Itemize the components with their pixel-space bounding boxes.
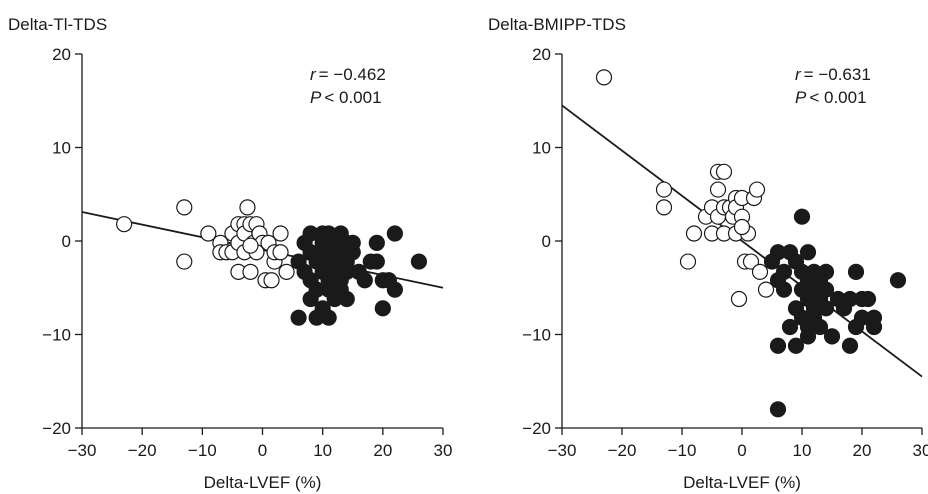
data-point-filled <box>769 337 787 354</box>
data-point-open <box>679 253 697 270</box>
p-value-stat: P < 0.001 <box>310 88 382 107</box>
data-point-open <box>655 181 673 198</box>
data-point-open <box>655 199 673 216</box>
data-point-open <box>748 181 766 198</box>
data-point-filled <box>781 318 799 336</box>
data-point-filled <box>811 318 829 336</box>
data-point-filled <box>386 225 403 242</box>
p-value: < 0.001 <box>809 88 866 107</box>
data-point-filled <box>799 244 817 261</box>
data-point-open <box>730 290 748 308</box>
data-point-filled <box>823 328 841 345</box>
data-point-filled <box>817 281 835 298</box>
y-tick-label: −10 <box>522 326 551 345</box>
x-tick-label: 0 <box>258 441 267 460</box>
y-tick-label: 20 <box>52 45 71 64</box>
chart-panel-bmipp-tds: Delta-BMIPP-TDS −20 −10 0 10 20 −30 −20 −10 0 10 20… <box>488 15 928 492</box>
y-tick-label: −10 <box>42 326 71 345</box>
x-tick-label: 10 <box>793 441 812 460</box>
data-point-filled <box>817 263 835 280</box>
x-tick-label: −10 <box>188 441 217 460</box>
data-point-filled <box>793 208 811 225</box>
x-tick-label: 30 <box>434 441 453 460</box>
data-point-open <box>176 199 193 216</box>
r-value: = −0.462 <box>319 65 386 84</box>
y-tick-label: 10 <box>532 139 551 158</box>
x-tick-label: 30 <box>913 441 928 460</box>
x-axis-label: Delta-LVEF (%) <box>204 473 322 492</box>
data-point-filled <box>859 290 877 308</box>
data-point-open <box>200 225 217 242</box>
data-point-filled <box>290 309 307 326</box>
x-tick-label: −30 <box>68 441 97 460</box>
x-tick-label: −10 <box>668 441 697 460</box>
data-point-open <box>116 216 133 233</box>
data-point-filled <box>775 263 793 280</box>
data-point-filled <box>386 281 403 298</box>
data-point-filled <box>374 300 391 317</box>
data-point-open <box>242 237 259 254</box>
y-tick-label: 0 <box>542 232 551 251</box>
regression-line <box>562 104 923 378</box>
chart-panel-tl-tds: Delta-Tl-TDS −20 −10 0 10 20 −30 −20 −10 0 10 20 30 D… <box>8 15 452 492</box>
p-value-stat: P < 0.001 <box>795 88 867 107</box>
data-point-filled <box>817 300 835 317</box>
data-point-filled <box>787 337 805 354</box>
data-point-open <box>715 163 733 180</box>
x-tick-label: −30 <box>548 441 577 460</box>
y-tick-label: −20 <box>42 419 71 438</box>
chart-title: Delta-BMIPP-TDS <box>488 15 626 34</box>
data-point-filled <box>799 328 817 345</box>
data-point-filled <box>865 318 883 336</box>
y-tick-label: −20 <box>522 419 551 438</box>
data-point-open <box>733 218 751 236</box>
data-point-open <box>239 199 256 216</box>
data-point-filled <box>841 337 859 354</box>
y-tick-label: 10 <box>52 139 71 158</box>
data-point-filled <box>847 263 865 280</box>
data-point-open <box>685 225 703 242</box>
data-point-open <box>263 272 280 289</box>
data-point-filled <box>769 401 787 418</box>
p-symbol: P <box>795 88 807 107</box>
data-point-open <box>278 263 295 280</box>
correlation-stat: r = −0.631 <box>795 65 871 84</box>
r-symbol: r <box>795 65 802 84</box>
data-point-filled <box>368 253 385 270</box>
data-point-open <box>176 253 193 270</box>
x-tick-label: −20 <box>128 441 157 460</box>
data-point-open <box>751 263 769 280</box>
data-point-filled <box>889 272 907 289</box>
data-point-filled <box>775 281 793 298</box>
chart-title: Delta-Tl-TDS <box>8 15 107 34</box>
x-tick-label: 20 <box>853 441 872 460</box>
r-value: = −0.631 <box>804 65 871 84</box>
data-point-filled <box>368 234 385 251</box>
data-point-open <box>709 181 727 198</box>
data-point-filled <box>410 253 428 270</box>
data-point-open <box>272 244 289 261</box>
data-point-open <box>242 263 259 280</box>
y-tick-label: 20 <box>532 45 551 64</box>
data-point-open <box>742 253 760 270</box>
data-point-open <box>757 281 775 298</box>
y-tick-label: 0 <box>62 232 71 251</box>
data-point-filled <box>344 244 361 261</box>
p-value: < 0.001 <box>324 88 381 107</box>
data-point-filled <box>356 272 373 289</box>
x-tick-label: 10 <box>313 441 332 460</box>
x-tick-label: 0 <box>737 441 746 460</box>
data-point-open <box>595 69 613 86</box>
x-axis-label: Delta-LVEF (%) <box>683 473 801 492</box>
data-point-filled <box>320 309 337 326</box>
r-symbol: r <box>310 65 317 84</box>
x-tick-label: 20 <box>373 441 392 460</box>
x-tick-label: −20 <box>608 441 637 460</box>
p-symbol: P <box>310 88 322 107</box>
data-point-filled <box>338 290 355 308</box>
data-point-open <box>272 225 289 242</box>
correlation-stat: r = −0.462 <box>310 65 386 84</box>
